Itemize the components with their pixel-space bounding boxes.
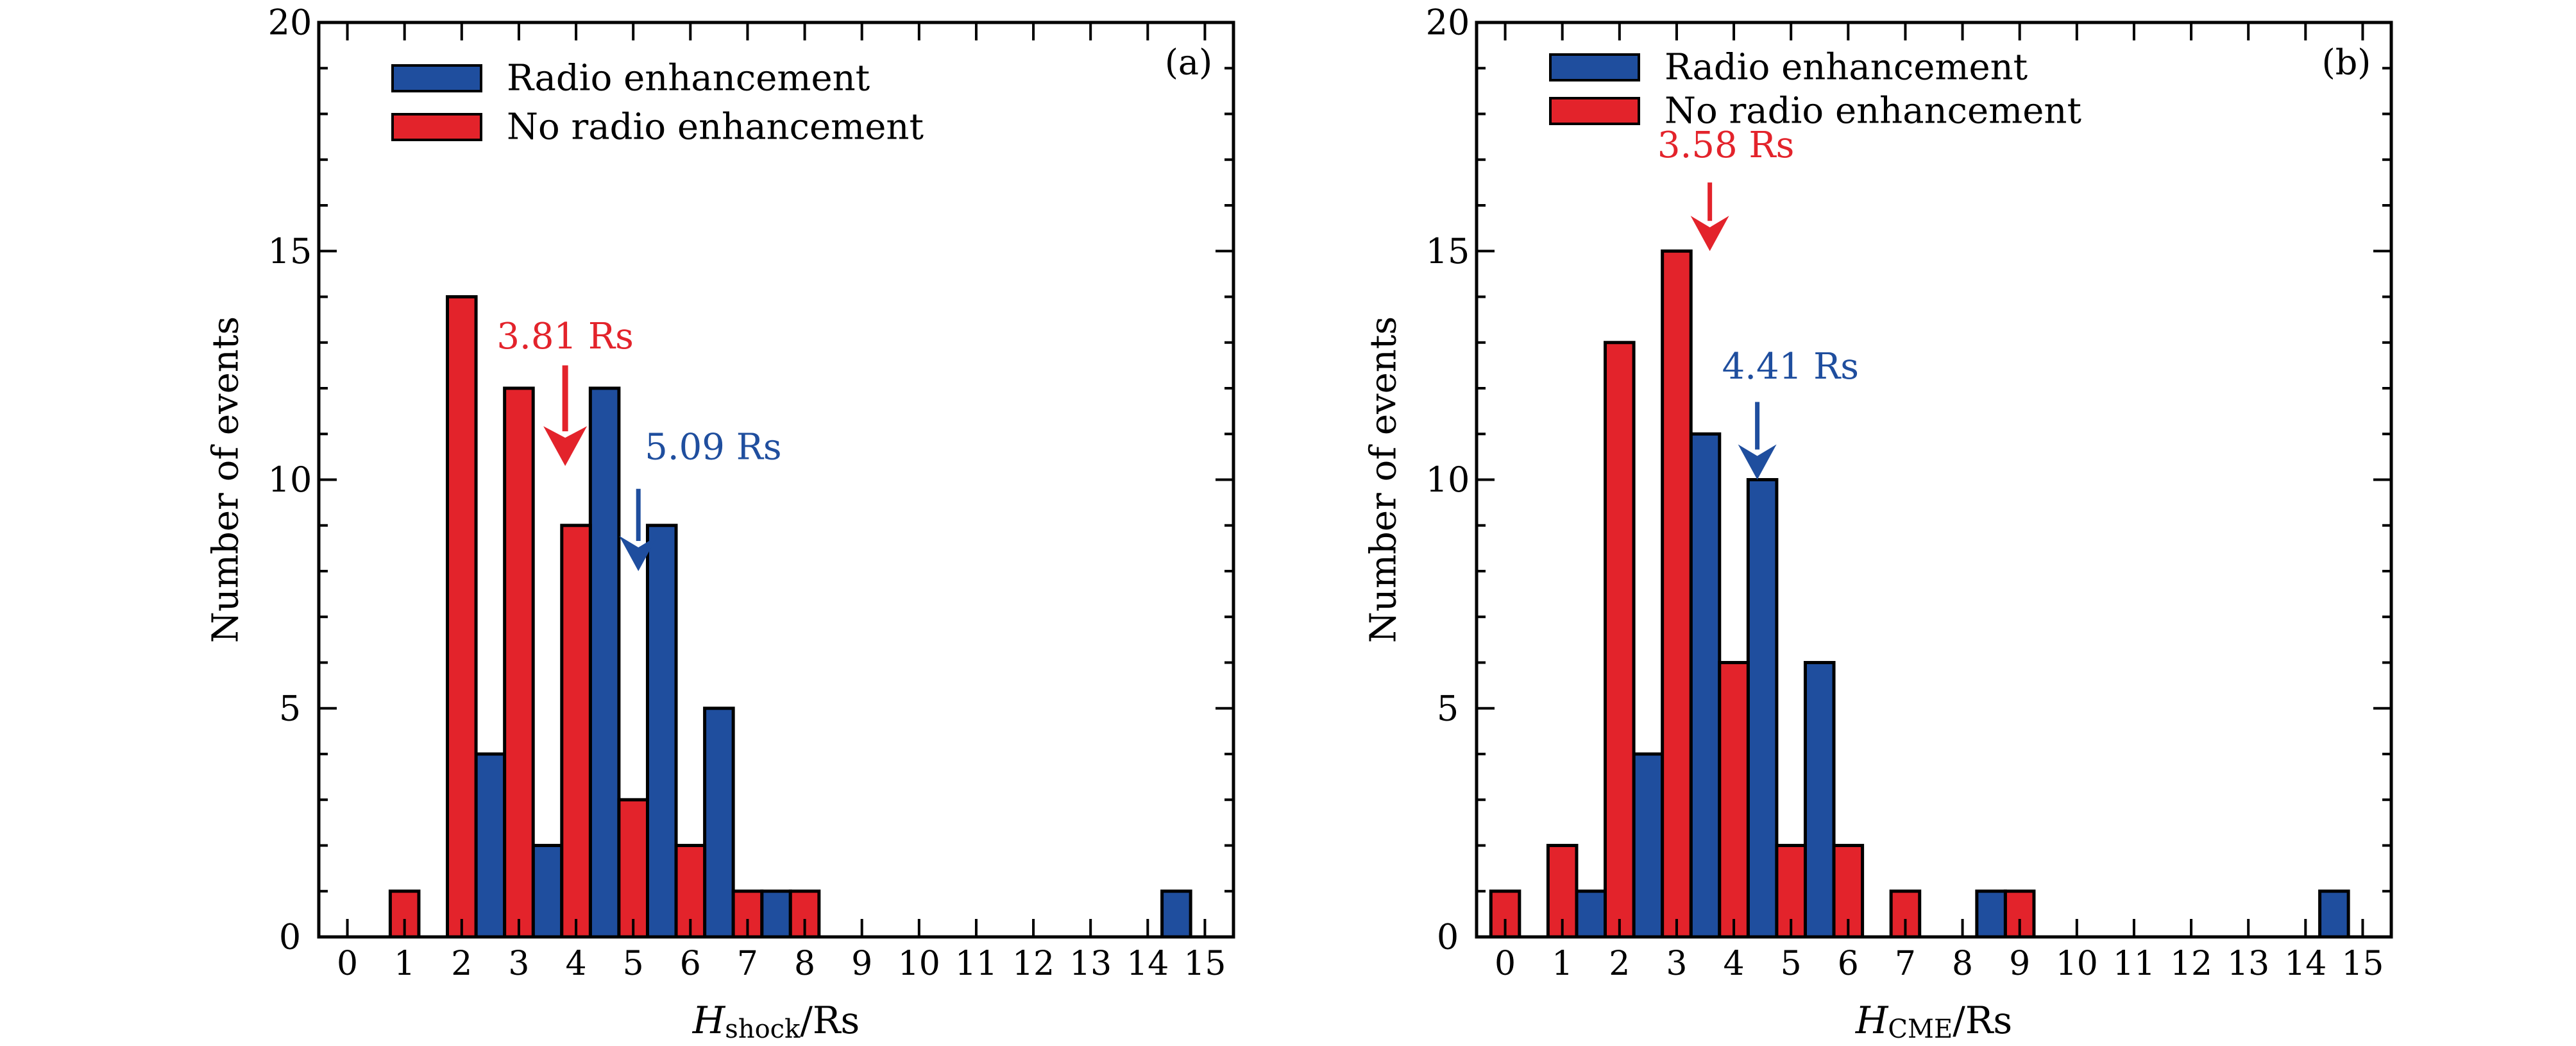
x-tick-label: 8 bbox=[1952, 945, 1973, 983]
x-tick-label: 15 bbox=[2341, 945, 2384, 983]
annotation-label: 3.81 Rs bbox=[496, 316, 633, 357]
x-tick-label: 10 bbox=[898, 945, 940, 983]
y-tick-label: 10 bbox=[268, 459, 312, 500]
y-axis-label: Number of events bbox=[205, 316, 247, 643]
x-tick-label: 7 bbox=[737, 945, 758, 983]
x-tick-label: 1 bbox=[1552, 945, 1573, 983]
no-radio-bar bbox=[503, 386, 535, 939]
x-tick-label: 6 bbox=[680, 945, 701, 983]
radio-bar bbox=[1689, 432, 1722, 939]
x-tick-label: 2 bbox=[1609, 945, 1630, 983]
x-tick-label: 0 bbox=[337, 945, 358, 983]
x-tick-label: 4 bbox=[1724, 945, 1745, 983]
x-tick-label: 11 bbox=[2113, 945, 2155, 983]
x-tick-label: 0 bbox=[1495, 945, 1516, 983]
legend-swatch-no-radio bbox=[391, 113, 482, 141]
y-axis-label: Number of events bbox=[1363, 316, 1405, 643]
y-tick-label: 5 bbox=[1437, 688, 1459, 728]
x-tick-label: 12 bbox=[1012, 945, 1055, 983]
legend-swatch-radio bbox=[1549, 53, 1640, 81]
panel-label: (b) bbox=[2322, 42, 2371, 83]
x-tick-label: 5 bbox=[1781, 945, 1802, 983]
x-tick-label: 4 bbox=[566, 945, 587, 983]
x-tick-label: 11 bbox=[955, 945, 997, 983]
radio-bar bbox=[1746, 478, 1779, 939]
legend-label-radio: Radio enhancement bbox=[507, 58, 870, 99]
x-tick-label: 6 bbox=[1838, 945, 1859, 983]
legend-label-no-radio: No radio enhancement bbox=[507, 107, 924, 148]
radio-bar bbox=[1575, 889, 1607, 939]
radio-bar bbox=[588, 386, 621, 939]
panel-label: (a) bbox=[1165, 42, 1212, 83]
x-tick-label: 2 bbox=[451, 945, 472, 983]
x-tick-label: 9 bbox=[2009, 945, 2030, 983]
radio-bar bbox=[1975, 889, 2007, 939]
y-tick-label: 0 bbox=[1437, 917, 1459, 957]
no-radio-bar bbox=[1718, 661, 1750, 939]
y-tick-label: 20 bbox=[268, 3, 312, 43]
x-axis-label: HCME/Rs bbox=[1855, 999, 2012, 1044]
x-tick-label: 12 bbox=[2170, 945, 2212, 983]
annotation-arrow-head bbox=[1690, 216, 1729, 252]
no-radio-bar bbox=[560, 524, 592, 939]
y-tick-label: 15 bbox=[268, 231, 312, 271]
x-tick-label: 7 bbox=[1895, 945, 1916, 983]
legend-swatch-radio bbox=[391, 64, 482, 92]
legend-label-radio: Radio enhancement bbox=[1665, 47, 2028, 89]
radio-bar bbox=[531, 844, 564, 939]
radio-bar bbox=[474, 752, 507, 939]
annotation-arrow-head bbox=[1738, 444, 1777, 480]
radio-bar bbox=[2318, 889, 2350, 939]
no-radio-bar bbox=[617, 798, 649, 939]
x-tick-label: 15 bbox=[1183, 945, 1226, 983]
x-tick-label: 8 bbox=[794, 945, 815, 983]
x-tick-label: 3 bbox=[1666, 945, 1687, 983]
annotation-label: 3.58 Rs bbox=[1657, 124, 1794, 166]
y-tick-label: 15 bbox=[1426, 231, 1470, 271]
x-tick-label: 14 bbox=[2284, 945, 2326, 983]
y-tick-label: 5 bbox=[279, 688, 301, 728]
radio-bar bbox=[703, 707, 735, 939]
x-tick-label: 9 bbox=[851, 945, 872, 983]
x-tick-label: 14 bbox=[1126, 945, 1169, 983]
radio-bar bbox=[645, 524, 678, 939]
x-tick-label: 13 bbox=[2227, 945, 2269, 983]
x-axis-label: Hshock/Rs bbox=[692, 999, 860, 1044]
x-tick-label: 5 bbox=[623, 945, 644, 983]
legend-label-no-radio: No radio enhancement bbox=[1665, 90, 2081, 132]
annotation-label: 4.41 Rs bbox=[1722, 346, 1859, 388]
x-tick-label: 3 bbox=[508, 945, 529, 983]
legend-swatch-no-radio bbox=[1549, 97, 1640, 125]
radio-bar bbox=[760, 889, 792, 939]
annotation-arrow-head bbox=[619, 536, 658, 571]
no-radio-bar bbox=[1661, 249, 1693, 939]
x-tick-label: 10 bbox=[2056, 945, 2098, 983]
x-tick-label: 1 bbox=[394, 945, 415, 983]
no-radio-bar bbox=[1604, 341, 1636, 939]
annotation-arrow-head bbox=[543, 426, 588, 467]
radio-bar bbox=[1632, 752, 1665, 939]
radio-bar bbox=[1803, 661, 1836, 939]
x-tick-label: 13 bbox=[1069, 945, 1112, 983]
no-radio-bar bbox=[446, 295, 478, 939]
annotation-label: 5.09 Rs bbox=[645, 426, 781, 468]
y-tick-label: 20 bbox=[1426, 3, 1470, 43]
y-tick-label: 10 bbox=[1426, 459, 1470, 500]
y-tick-label: 0 bbox=[279, 917, 301, 957]
radio-bar bbox=[1160, 889, 1192, 939]
